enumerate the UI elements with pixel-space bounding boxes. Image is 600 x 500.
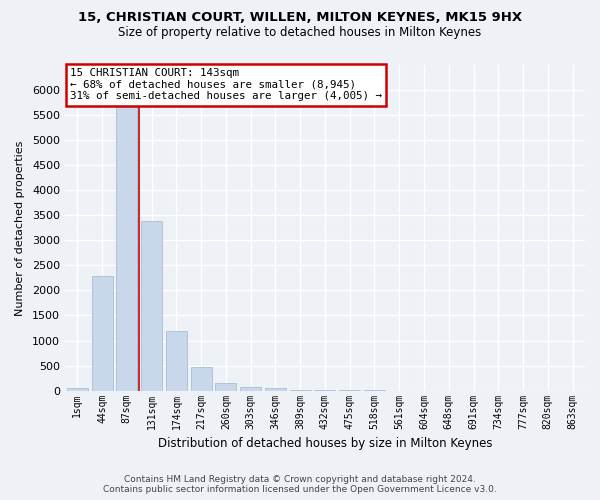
Bar <box>240 387 261 390</box>
Text: 15, CHRISTIAN COURT, WILLEN, MILTON KEYNES, MK15 9HX: 15, CHRISTIAN COURT, WILLEN, MILTON KEYN… <box>78 11 522 24</box>
Bar <box>92 276 113 390</box>
Bar <box>67 388 88 390</box>
Bar <box>116 80 137 390</box>
Bar <box>141 222 162 390</box>
Text: Contains HM Land Registry data © Crown copyright and database right 2024.
Contai: Contains HM Land Registry data © Crown c… <box>103 474 497 494</box>
Bar <box>166 330 187 390</box>
X-axis label: Distribution of detached houses by size in Milton Keynes: Distribution of detached houses by size … <box>158 437 492 450</box>
Bar <box>265 388 286 390</box>
Bar <box>215 384 236 390</box>
Text: 15 CHRISTIAN COURT: 143sqm
← 68% of detached houses are smaller (8,945)
31% of s: 15 CHRISTIAN COURT: 143sqm ← 68% of deta… <box>70 68 382 102</box>
Text: Size of property relative to detached houses in Milton Keynes: Size of property relative to detached ho… <box>118 26 482 39</box>
Y-axis label: Number of detached properties: Number of detached properties <box>15 140 25 316</box>
Bar <box>191 368 212 390</box>
